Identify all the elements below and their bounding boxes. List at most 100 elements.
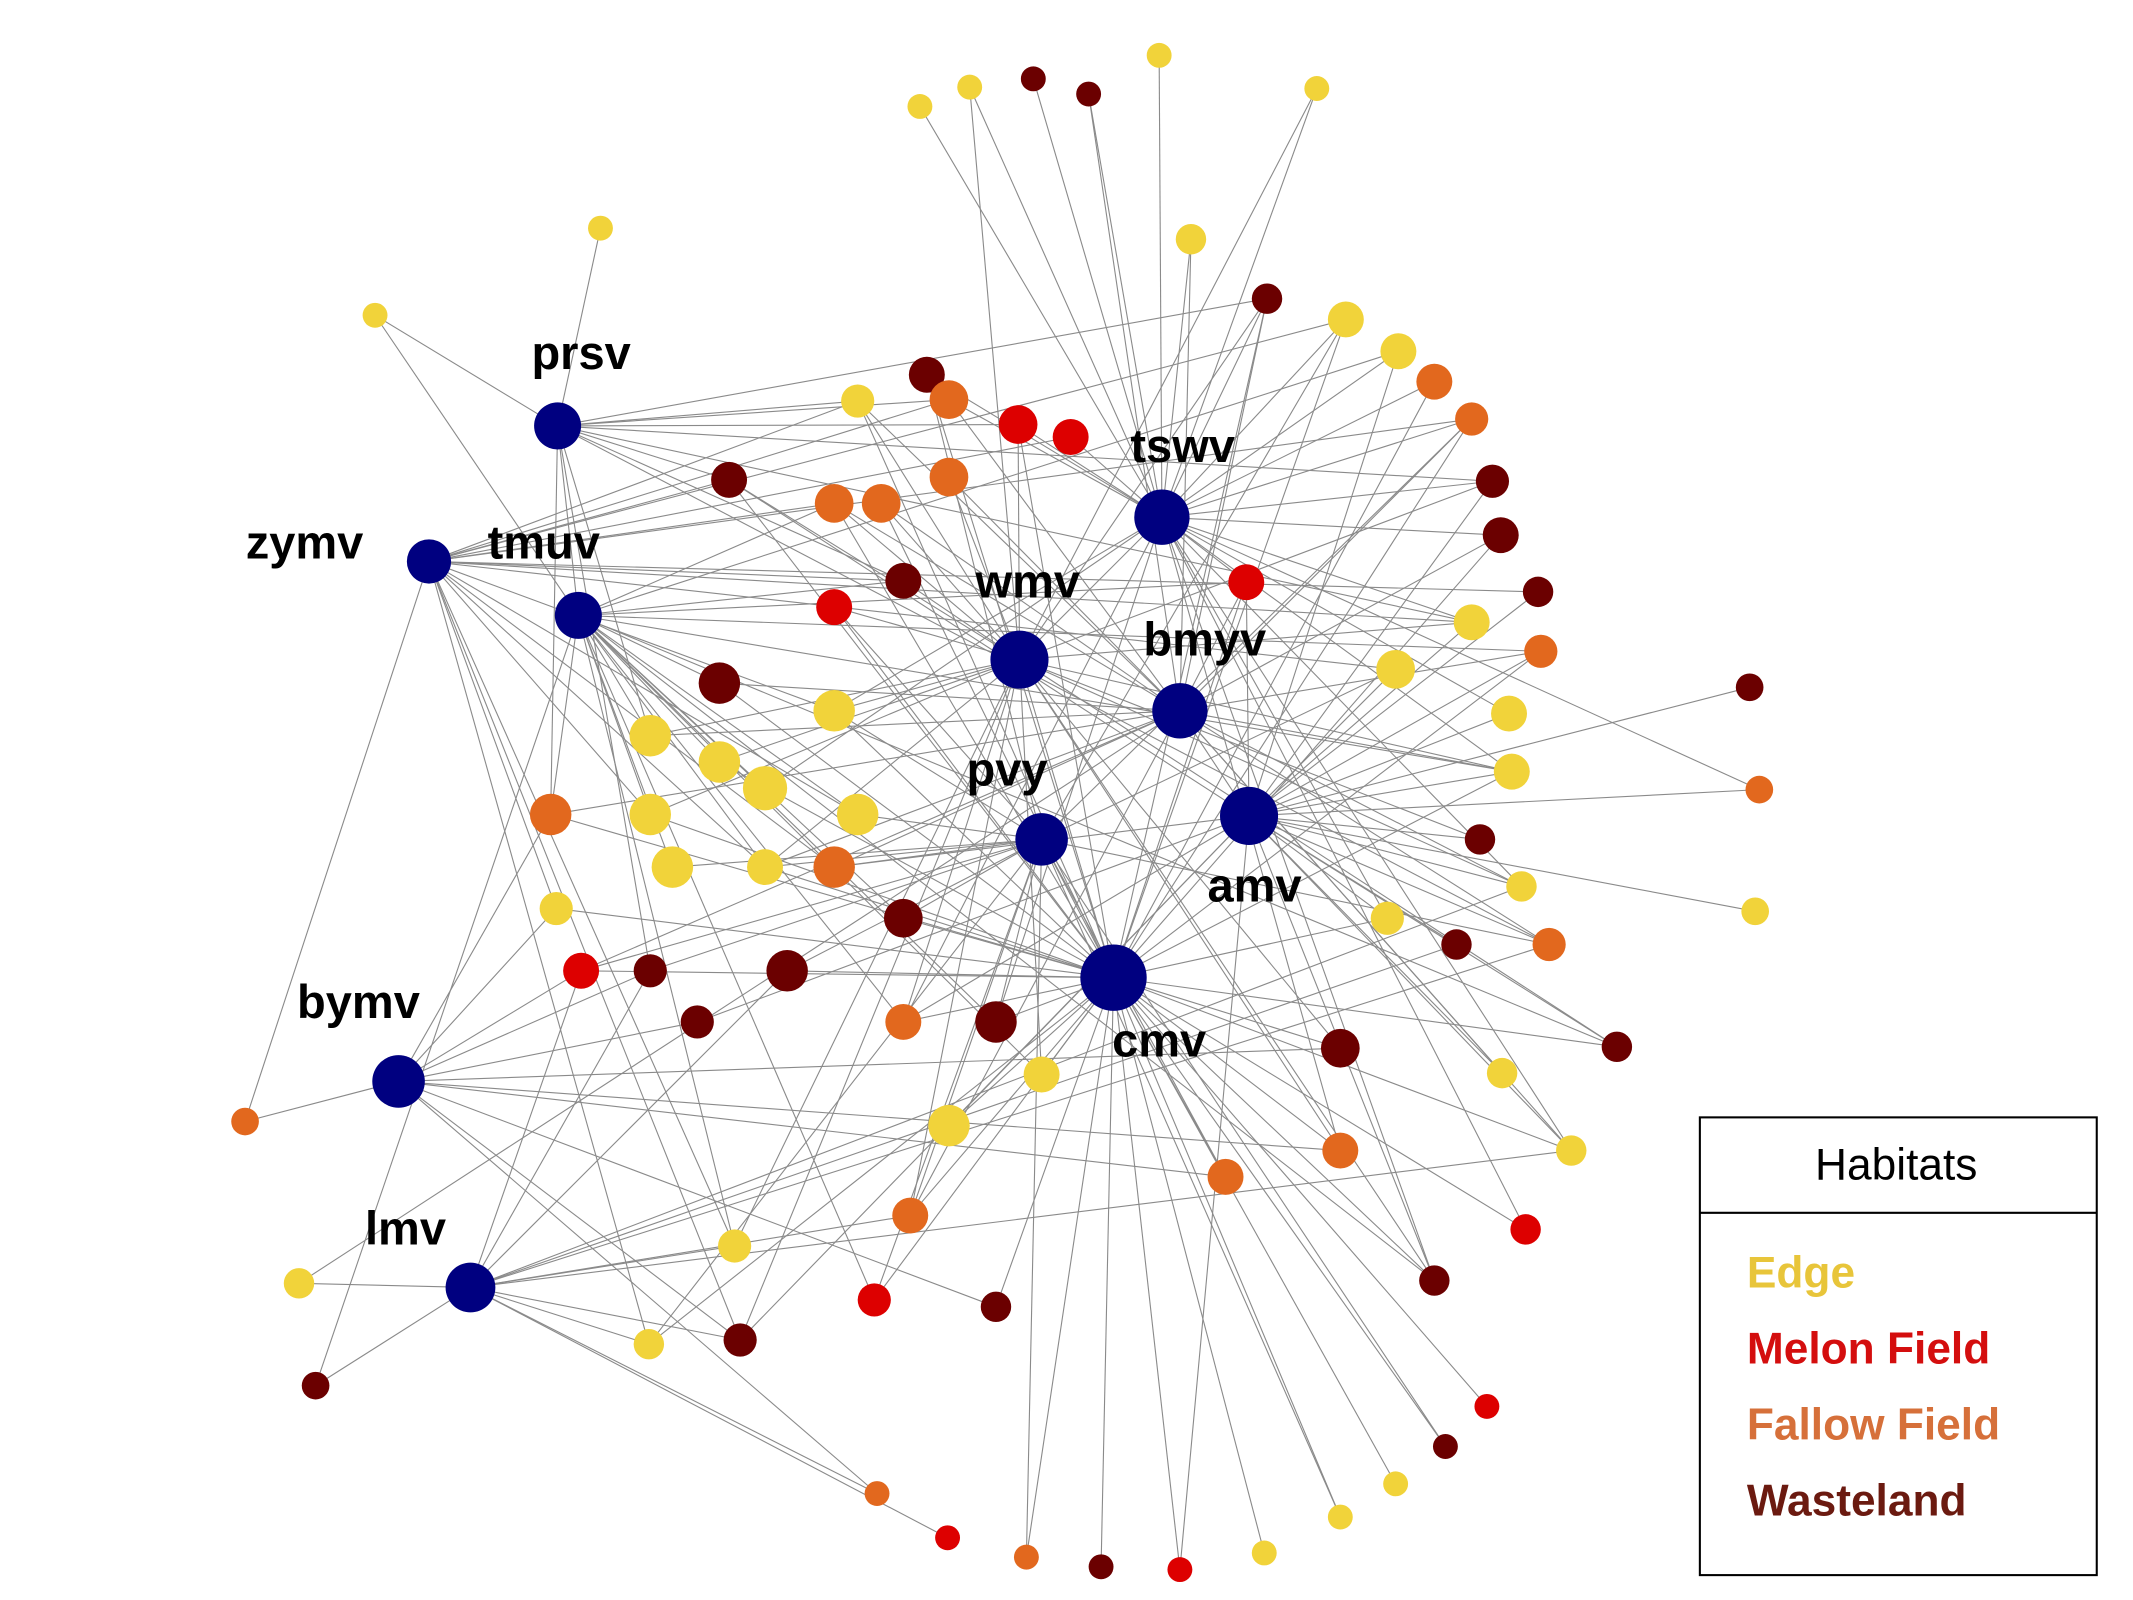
edge [1017,424,1115,978]
edge [470,1286,878,1495]
plant-node [651,846,694,888]
edge [1158,55,1163,518]
plant-node [975,1001,1017,1043]
edge [428,400,858,562]
plant-node [928,1104,970,1147]
edge [578,614,1512,773]
edge [1161,517,1435,1281]
virus-node [1220,786,1279,845]
edge [557,228,602,427]
edge [1113,650,1542,979]
virus-nodes [372,402,1279,1313]
plant-node [588,215,613,241]
plant-node [1167,1557,1193,1583]
edge [428,560,1539,593]
plant-node [529,793,572,836]
plant-node [1491,695,1528,732]
virus-node [554,591,602,639]
edge [557,425,1493,482]
edge [1161,516,1572,1151]
edge [550,615,579,815]
plant-node [283,1268,315,1299]
edges [244,55,1760,1570]
edge [428,560,835,712]
plant-node [1741,897,1770,926]
edge [1019,659,1435,1281]
edge [428,561,741,1341]
edge [557,423,1019,427]
plant-node [1023,1056,1060,1093]
edge [1113,381,1435,978]
plant-node [1556,1135,1587,1166]
edge [557,399,949,427]
edge [909,977,1114,1216]
edge [1161,516,1513,773]
edge [398,1080,1226,1178]
plant-node [723,1323,757,1357]
plant-node [711,461,748,498]
edge [1113,977,1397,1485]
virus-label: tmuv [488,516,600,569]
edge [374,314,579,616]
edge [577,615,904,1023]
edge [428,561,835,868]
plant-node [629,793,671,836]
edge [577,614,904,919]
edge [1161,480,1493,518]
edge [557,425,651,736]
edge [470,1150,1572,1289]
plant-node [1441,929,1472,960]
edge [1161,516,1522,887]
edge [428,561,651,815]
edge [428,560,1396,670]
edge [428,502,835,562]
edge [1248,713,1510,817]
virus-node [990,630,1049,689]
edge [719,761,1114,979]
edge [1113,977,1341,1049]
edge [1161,516,1510,715]
edge [728,479,1250,817]
plant-node [813,846,855,888]
edge [557,400,858,427]
virus-label: wmv [975,554,1081,607]
edge [1161,88,1318,518]
plant-node [814,484,854,523]
edge [909,839,1043,1216]
edge [428,436,1071,562]
plant-node [885,1003,922,1040]
plant-node [1383,1471,1409,1497]
virus-label: amv [1208,859,1302,912]
virus-label: pvy [967,742,1048,795]
edge [1248,815,1522,887]
edge [1248,351,1399,817]
edge [557,425,730,481]
edge [833,710,1181,868]
edge [578,581,1247,616]
plant-node [929,380,969,420]
edge [719,682,1180,712]
edge [577,614,1042,1075]
edge [398,1047,1341,1082]
plant-node [1522,576,1554,608]
virus-label: bymv [297,975,420,1028]
plant-node [841,384,875,418]
edge [919,106,1163,518]
edge [398,1080,1341,1152]
edge [948,476,1020,660]
plant-node [563,952,600,989]
plant-node [1455,402,1489,436]
edge [1161,350,1399,518]
edge [1248,480,1493,817]
plant-node [1076,81,1102,107]
plant-node [929,457,969,497]
virus-label: prsv [531,326,630,379]
edge [948,476,1181,712]
edge [873,977,1114,1301]
edge [1041,839,1446,1447]
virus-node [534,402,582,450]
edge [833,710,1042,840]
edge [834,659,1020,712]
plant-node [1432,1434,1458,1459]
